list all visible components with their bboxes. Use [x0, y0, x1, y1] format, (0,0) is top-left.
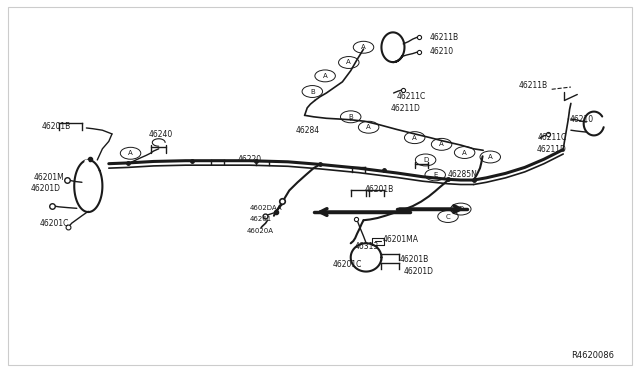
Text: 46020A: 46020A	[246, 228, 273, 234]
Text: 46211B: 46211B	[430, 33, 460, 42]
Text: 46211C: 46211C	[397, 92, 426, 101]
Text: A: A	[323, 73, 328, 79]
Text: 46201D: 46201D	[403, 267, 433, 276]
Text: 46201B: 46201B	[42, 122, 71, 131]
Text: B: B	[348, 114, 353, 120]
Text: 46201B: 46201B	[365, 185, 394, 194]
Text: 46201MA: 46201MA	[383, 235, 419, 244]
Text: 46201C: 46201C	[40, 219, 69, 228]
Text: 46261: 46261	[250, 217, 272, 222]
Text: 46211C: 46211C	[538, 133, 567, 142]
Text: 46201M: 46201M	[33, 173, 64, 182]
Text: 46240: 46240	[148, 130, 173, 139]
Text: A: A	[439, 141, 444, 147]
Text: D: D	[423, 157, 428, 163]
Text: 46313: 46313	[355, 242, 379, 251]
Text: A: A	[128, 150, 133, 156]
Text: 46210: 46210	[430, 47, 454, 56]
Text: A: A	[412, 135, 417, 141]
Text: A: A	[361, 44, 366, 50]
Text: 4602DAA: 4602DAA	[250, 205, 282, 211]
Text: 46285N: 46285N	[448, 170, 478, 179]
Text: 46210: 46210	[570, 115, 594, 124]
Text: R4620086: R4620086	[572, 351, 614, 360]
Text: 46201D: 46201D	[31, 184, 61, 193]
Text: A: A	[488, 154, 493, 160]
Text: 46220: 46220	[238, 155, 262, 164]
Text: 46201B: 46201B	[399, 255, 429, 264]
Text: 46211D: 46211D	[390, 104, 420, 113]
Text: A: A	[346, 60, 351, 65]
Text: 46201C: 46201C	[333, 260, 362, 269]
Text: 46211B: 46211B	[518, 81, 548, 90]
Text: B: B	[310, 89, 315, 94]
Text: 46284: 46284	[296, 126, 320, 135]
Text: E: E	[433, 172, 437, 178]
Text: A: A	[366, 124, 371, 130]
Text: C: C	[445, 214, 451, 219]
Text: 46211D: 46211D	[536, 145, 566, 154]
Text: D: D	[458, 206, 463, 212]
Text: A: A	[462, 150, 467, 155]
